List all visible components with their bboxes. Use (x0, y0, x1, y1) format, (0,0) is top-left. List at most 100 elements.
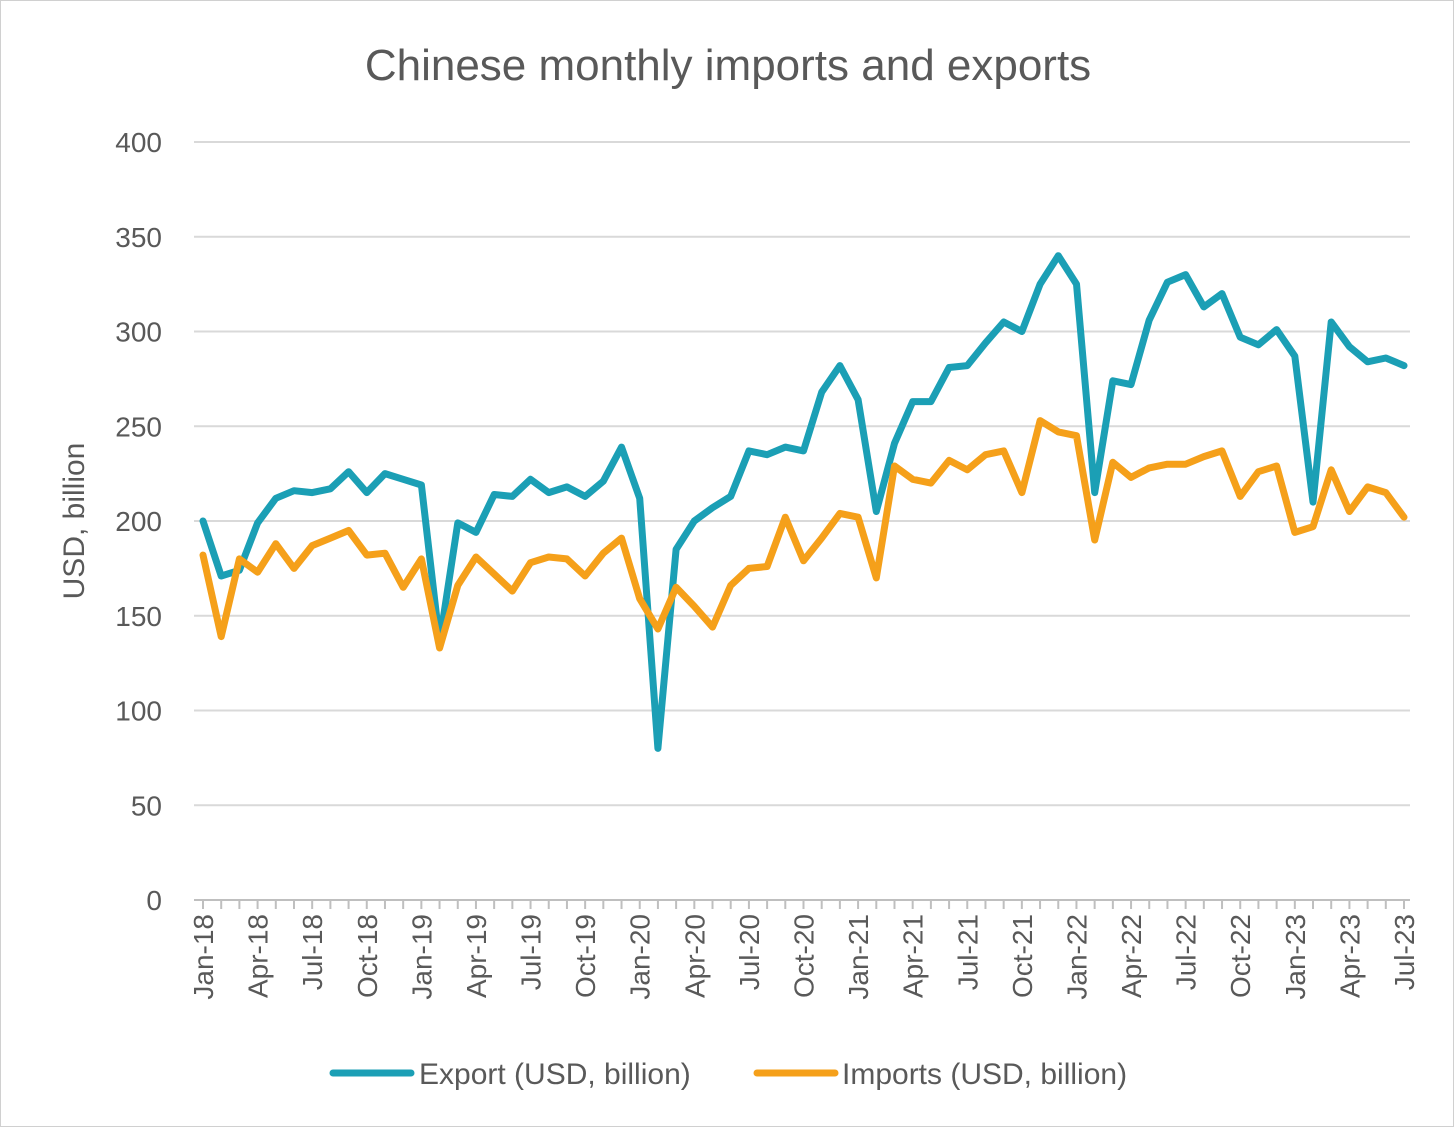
data-point (1385, 492, 1387, 494)
data-point (766, 454, 768, 456)
data-point (402, 478, 404, 480)
data-point (584, 575, 586, 577)
data-point (439, 647, 441, 649)
data-point (621, 446, 623, 448)
data-point (1239, 336, 1241, 338)
data-point (220, 575, 222, 577)
data-point (1130, 384, 1132, 386)
data-point (1403, 516, 1405, 518)
data-point (1276, 465, 1278, 467)
data-point (548, 556, 550, 558)
data-point (275, 543, 277, 545)
data-point (1094, 539, 1096, 541)
y-tick-label: 0 (146, 885, 162, 916)
series-0 (199, 252, 1408, 752)
data-point (930, 482, 932, 484)
data-point (475, 531, 477, 533)
data-point (530, 478, 532, 480)
data-point (1003, 450, 1005, 452)
data-point (548, 492, 550, 494)
legend-item-0: Export (USD, billion) (329, 1058, 691, 1091)
data-point (984, 454, 986, 456)
data-point (730, 584, 732, 586)
data-point (275, 497, 277, 499)
data-point (1221, 450, 1223, 452)
data-point (1221, 293, 1223, 295)
data-point (493, 493, 495, 495)
data-point (912, 401, 914, 403)
data-point (1075, 435, 1077, 437)
data-point (857, 399, 859, 401)
data-point (912, 478, 914, 480)
data-point (1075, 283, 1077, 285)
x-tick-label: Jan-19 (406, 914, 437, 1000)
data-point (1385, 357, 1387, 359)
x-tick-label: Apr-18 (243, 914, 274, 998)
x-tick-label: Jan-21 (843, 914, 874, 1000)
data-point (420, 558, 422, 560)
x-tick-label: Apr-22 (1116, 914, 1147, 998)
y-tick-label: 50 (131, 790, 162, 821)
data-point (1130, 476, 1132, 478)
data-point (784, 516, 786, 518)
data-point (511, 590, 513, 592)
y-axis-ticks: 0 50 100 150 200 250 300 350 400 (115, 127, 162, 916)
data-point (712, 626, 714, 628)
data-point (930, 401, 932, 403)
data-point (1112, 461, 1114, 463)
series-1 (199, 417, 1408, 652)
data-point (493, 573, 495, 575)
data-point (293, 567, 295, 569)
data-point (257, 571, 259, 573)
y-tick-label: 100 (115, 696, 162, 727)
data-point (329, 488, 331, 490)
data-point (1039, 283, 1041, 285)
series-lines (199, 252, 1408, 752)
data-point (821, 391, 823, 393)
data-point (1294, 355, 1296, 357)
data-point (639, 497, 641, 499)
y-tick-label: 200 (115, 506, 162, 537)
x-tick-label: Jul-22 (1171, 914, 1202, 990)
data-point (511, 495, 513, 497)
data-point (1094, 492, 1096, 494)
x-tick-label: Jan-20 (625, 914, 656, 1000)
x-tick-label: Apr-21 (898, 914, 929, 998)
y-tick-label: 250 (115, 411, 162, 442)
data-point (1185, 274, 1187, 276)
data-point (457, 522, 459, 524)
y-tick-label: 400 (115, 127, 162, 158)
data-point (202, 554, 204, 556)
data-point (712, 507, 714, 509)
data-point (1367, 486, 1369, 488)
x-tick-label: Apr-19 (461, 914, 492, 998)
x-tick-label: Oct-21 (1007, 914, 1038, 998)
series-line (199, 417, 1408, 652)
data-point (657, 628, 659, 630)
data-point (748, 567, 750, 569)
data-point (893, 465, 895, 467)
data-point (1348, 511, 1350, 513)
x-tick-label: Oct-19 (570, 914, 601, 998)
data-point (966, 469, 968, 471)
data-point (693, 520, 695, 522)
x-axis-ticks: Jan-18 Apr-18 Jul-18 Oct-18 Jan-19 Apr-19 Jul-… (188, 900, 1420, 1000)
x-tick-label: Jul-19 (516, 914, 547, 990)
series-line (199, 252, 1408, 752)
data-point (803, 560, 804, 562)
y-tick-label: 150 (115, 601, 162, 632)
data-point (530, 562, 532, 564)
data-point (984, 342, 986, 344)
data-point (1403, 365, 1405, 367)
data-point (1330, 321, 1332, 323)
data-point (348, 471, 350, 473)
data-point (402, 586, 404, 588)
x-tick-label: Oct-18 (352, 914, 383, 998)
data-point (639, 598, 641, 600)
data-point (1148, 467, 1150, 469)
data-point (1166, 463, 1168, 465)
data-point (566, 486, 568, 488)
y-tick-label: 300 (115, 317, 162, 348)
data-point (1239, 495, 1241, 497)
